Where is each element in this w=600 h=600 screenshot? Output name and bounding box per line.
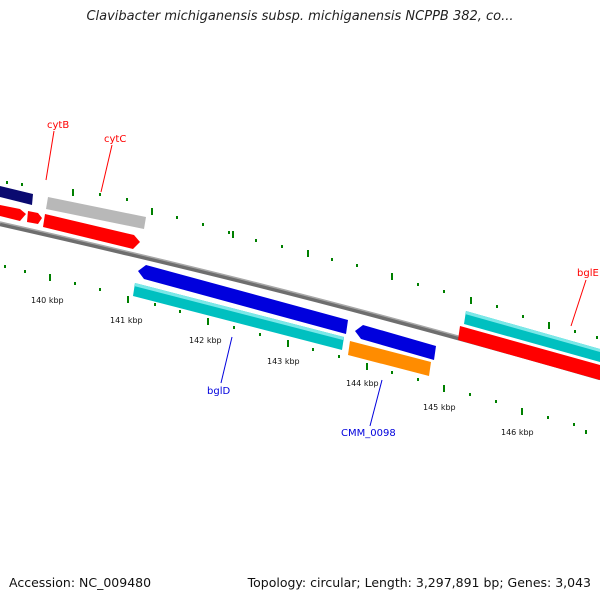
- gene-red-left[interactable]: [0, 205, 26, 221]
- accession-text: Accession: NC_009480: [9, 575, 152, 590]
- gene-cytC-upper[interactable]: [46, 197, 146, 229]
- gene-red-small[interactable]: [27, 211, 42, 224]
- gene-red-cytB[interactable]: [43, 214, 140, 249]
- scale-label-145: 145 kbp: [423, 403, 456, 412]
- genome-backbone: [0, 221, 600, 381]
- label-cytB[interactable]: cytB: [47, 120, 69, 131]
- gene-bglE-cyan[interactable]: [464, 311, 600, 362]
- scale-label-144: 144 kbp: [346, 379, 379, 388]
- scale-label-141: 141 kbp: [110, 316, 143, 325]
- cytC-leader: [100, 144, 113, 193]
- CMM_0098-leader: [369, 379, 383, 427]
- gene-blue-short[interactable]: [355, 325, 436, 360]
- label-bglD[interactable]: bglD: [207, 386, 230, 397]
- gene-CMM_0098[interactable]: [348, 341, 431, 376]
- gene-bglD[interactable]: [133, 283, 344, 350]
- gene-blue-long[interactable]: [138, 265, 348, 334]
- topology-text: Topology: circular; Length: 3,297,891 bp…: [247, 575, 591, 590]
- gene-bglD-shade: [134, 283, 344, 340]
- gene-red-right[interactable]: [458, 326, 600, 380]
- label-bglE[interactable]: bglE: [577, 268, 599, 279]
- gene-navy[interactable]: [0, 186, 33, 205]
- scale-label-142: 142 kbp: [189, 336, 222, 345]
- inner-tick-track: [4, 265, 587, 434]
- label-cytC[interactable]: cytC: [104, 134, 126, 145]
- bglE-leader: [570, 279, 587, 327]
- gene-bglE-shade: [465, 311, 600, 352]
- map-title: Clavibacter michiganensis subsp. michiga…: [86, 9, 514, 24]
- scale-label-143: 143 kbp: [267, 357, 300, 366]
- bglD-leader: [220, 336, 233, 384]
- outer-tick-track: [6, 181, 598, 339]
- scale-label-146: 146 kbp: [501, 428, 534, 437]
- label-CMM_0098[interactable]: CMM_0098: [341, 428, 396, 439]
- cytB-leader: [45, 130, 55, 181]
- scale-label-140: 140 kbp: [31, 296, 64, 305]
